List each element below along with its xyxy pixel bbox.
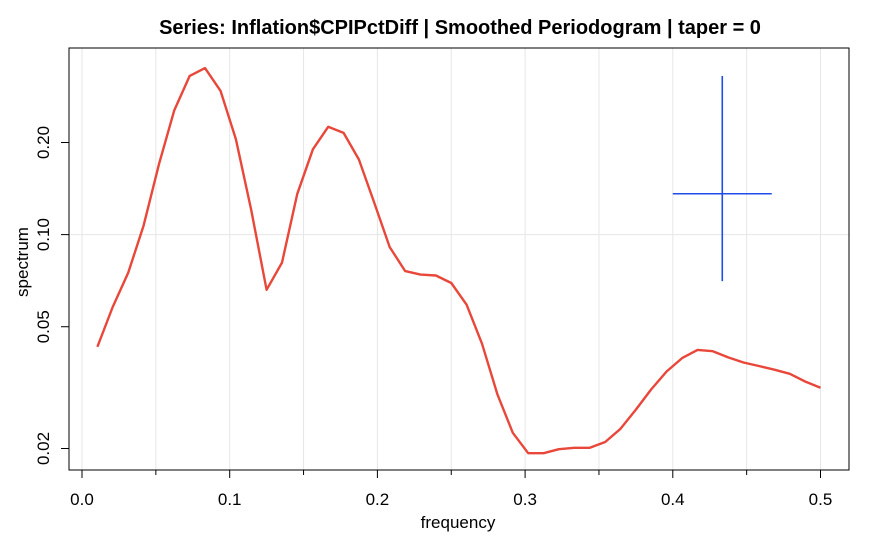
x-tick-label: 0.0: [70, 490, 94, 509]
chart-title: Series: Inflation$CPIPctDiff | Smoothed …: [159, 17, 761, 39]
y-tick-label: 0.02: [34, 432, 53, 465]
spectrum-series-line: [96, 66, 821, 455]
x-tick-label: 0.2: [366, 490, 390, 509]
bandwidth-marker: [672, 75, 772, 282]
x-tick-label: 0.1: [218, 490, 242, 509]
x-axis: 0.0 0.1 0.2 0.3 0.4 0.5: [70, 470, 832, 509]
y-tick-label: 0.20: [34, 126, 53, 159]
y-tick-label: 0.10: [34, 218, 53, 251]
y-axis: 0.02 0.05 0.10 0.20: [34, 126, 69, 465]
y-tick-label: 0.05: [34, 310, 53, 343]
y-axis-label: spectrum: [13, 227, 32, 297]
x-tick-label: 0.4: [661, 490, 685, 509]
grid-lines: [69, 48, 849, 470]
x-tick-label: 0.3: [513, 490, 537, 509]
x-axis-label: frequency: [421, 513, 496, 532]
x-tick-label: 0.5: [809, 490, 833, 509]
plot-frame: [68, 47, 850, 471]
